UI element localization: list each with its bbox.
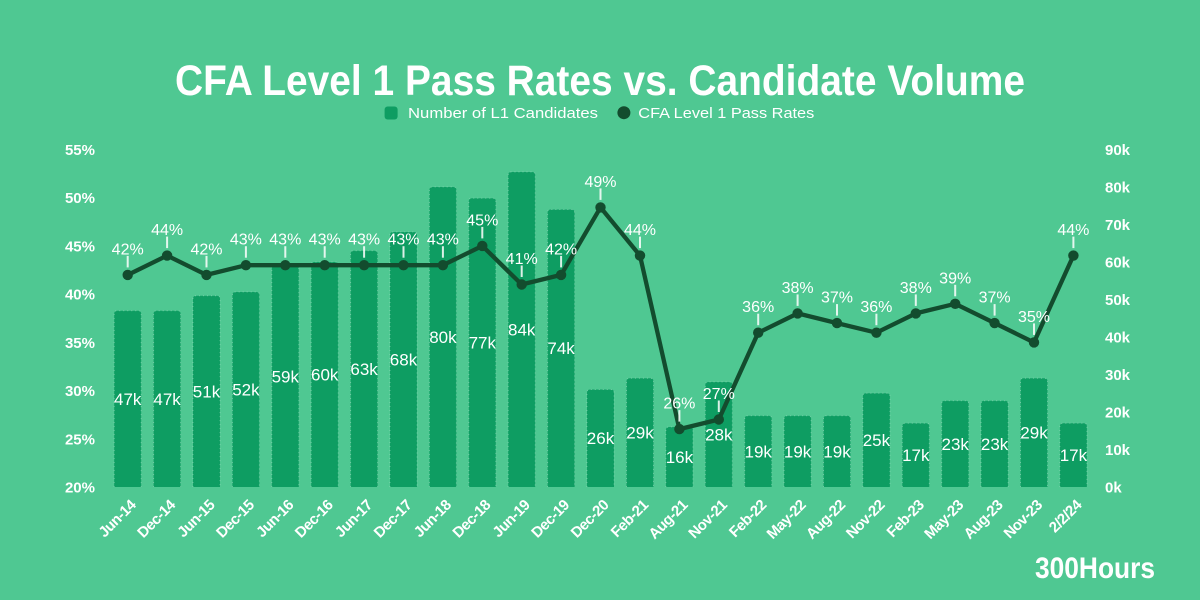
svg-text:47k: 47k [153,390,181,409]
svg-text:30%: 30% [65,383,95,400]
svg-text:80k: 80k [1105,180,1131,197]
svg-text:44%: 44% [1057,222,1089,239]
svg-text:27%: 27% [703,386,735,403]
svg-text:36%: 36% [860,299,892,316]
svg-text:74k: 74k [547,339,575,358]
svg-text:70k: 70k [1105,217,1131,234]
svg-text:35%: 35% [65,335,95,352]
svg-text:16k: 16k [666,448,694,467]
svg-text:25k: 25k [863,431,891,450]
svg-text:Aug-22: Aug-22 [803,497,849,543]
svg-text:Feb-22: Feb-22 [726,497,770,541]
svg-text:Nov-22: Nov-22 [843,497,888,542]
svg-text:26%: 26% [663,396,695,413]
svg-text:10k: 10k [1105,442,1131,459]
svg-text:Dec-20: Dec-20 [568,497,613,542]
svg-text:44%: 44% [624,222,656,239]
svg-text:35%: 35% [1018,309,1050,326]
svg-text:39%: 39% [939,270,971,287]
svg-text:CFA Level 1 Pass Rates vs. Can: CFA Level 1 Pass Rates vs. Candidate Vol… [175,57,1025,105]
svg-text:Feb-23: Feb-23 [884,497,928,541]
svg-text:45%: 45% [65,238,95,255]
svg-text:42%: 42% [112,241,144,258]
svg-text:Jun-18: Jun-18 [411,497,455,541]
svg-text:43%: 43% [309,232,341,249]
svg-text:23k: 23k [981,435,1009,454]
svg-text:40k: 40k [1105,330,1131,347]
svg-text:2/2/24: 2/2/24 [1046,496,1086,536]
svg-text:17k: 17k [1060,446,1088,465]
svg-text:Nov-23: Nov-23 [1001,497,1046,542]
svg-text:50k: 50k [1105,292,1131,309]
svg-text:43%: 43% [230,232,262,249]
svg-text:17k: 17k [902,446,930,465]
svg-text:CFA Level 1 Pass Rates: CFA Level 1 Pass Rates [638,105,814,122]
svg-text:44%: 44% [151,222,183,239]
svg-text:Dec-16: Dec-16 [292,497,337,542]
svg-text:84k: 84k [508,321,536,340]
svg-text:43%: 43% [387,232,419,249]
svg-text:Jun-19: Jun-19 [489,497,533,541]
svg-text:Dec-19: Dec-19 [528,497,573,542]
svg-text:38%: 38% [900,280,932,297]
svg-text:37%: 37% [979,290,1011,307]
svg-text:77k: 77k [469,334,497,353]
svg-text:63k: 63k [350,360,378,379]
svg-text:30k: 30k [1105,367,1131,384]
svg-text:19k: 19k [823,442,851,461]
svg-text:Number of L1 Candidates: Number of L1 Candidates [408,105,598,122]
svg-text:59k: 59k [272,367,300,386]
svg-text:41%: 41% [506,251,538,268]
svg-text:26k: 26k [587,429,615,448]
svg-text:47k: 47k [114,390,142,409]
svg-text:19k: 19k [744,442,772,461]
svg-text:38%: 38% [782,280,814,297]
svg-text:60k: 60k [311,366,339,385]
svg-text:29k: 29k [626,424,654,443]
svg-text:20k: 20k [1105,405,1131,422]
svg-text:43%: 43% [427,232,459,249]
svg-text:50%: 50% [65,190,95,207]
svg-text:300Hours: 300Hours [1035,552,1155,585]
svg-text:42%: 42% [190,241,222,258]
svg-text:36%: 36% [742,299,774,316]
svg-text:Jun-14: Jun-14 [95,496,140,541]
svg-text:55%: 55% [65,142,95,159]
svg-text:60k: 60k [1105,255,1131,272]
svg-text:29k: 29k [1020,424,1048,443]
svg-text:Jun-16: Jun-16 [253,497,297,541]
svg-text:28k: 28k [705,426,733,445]
svg-text:25%: 25% [65,431,95,448]
svg-text:Jun-17: Jun-17 [332,497,376,541]
svg-text:Dec-15: Dec-15 [213,497,258,542]
svg-text:43%: 43% [269,232,301,249]
svg-text:80k: 80k [429,328,457,347]
svg-text:45%: 45% [466,212,498,229]
svg-text:90k: 90k [1105,142,1131,159]
svg-text:Nov-21: Nov-21 [685,497,730,542]
svg-text:42%: 42% [545,241,577,258]
svg-text:May-22: May-22 [764,497,810,543]
svg-text:Aug-21: Aug-21 [645,497,691,543]
svg-text:Dec-18: Dec-18 [449,497,494,542]
svg-text:43%: 43% [348,232,380,249]
svg-text:Feb-21: Feb-21 [608,497,652,541]
svg-text:19k: 19k [784,442,812,461]
svg-text:49%: 49% [584,174,616,191]
svg-text:51k: 51k [193,382,221,401]
svg-text:40%: 40% [65,287,95,304]
svg-text:52k: 52k [232,381,260,400]
svg-text:Dec-14: Dec-14 [134,496,180,542]
svg-text:Dec-17: Dec-17 [371,497,416,542]
svg-text:68k: 68k [390,351,418,370]
svg-text:Aug-23: Aug-23 [961,497,1007,543]
svg-text:20%: 20% [65,480,95,497]
svg-text:37%: 37% [821,290,853,307]
svg-text:23k: 23k [941,435,969,454]
svg-text:0k: 0k [1105,480,1122,497]
svg-text:May-23: May-23 [921,497,967,543]
svg-text:Jun-15: Jun-15 [174,497,218,541]
